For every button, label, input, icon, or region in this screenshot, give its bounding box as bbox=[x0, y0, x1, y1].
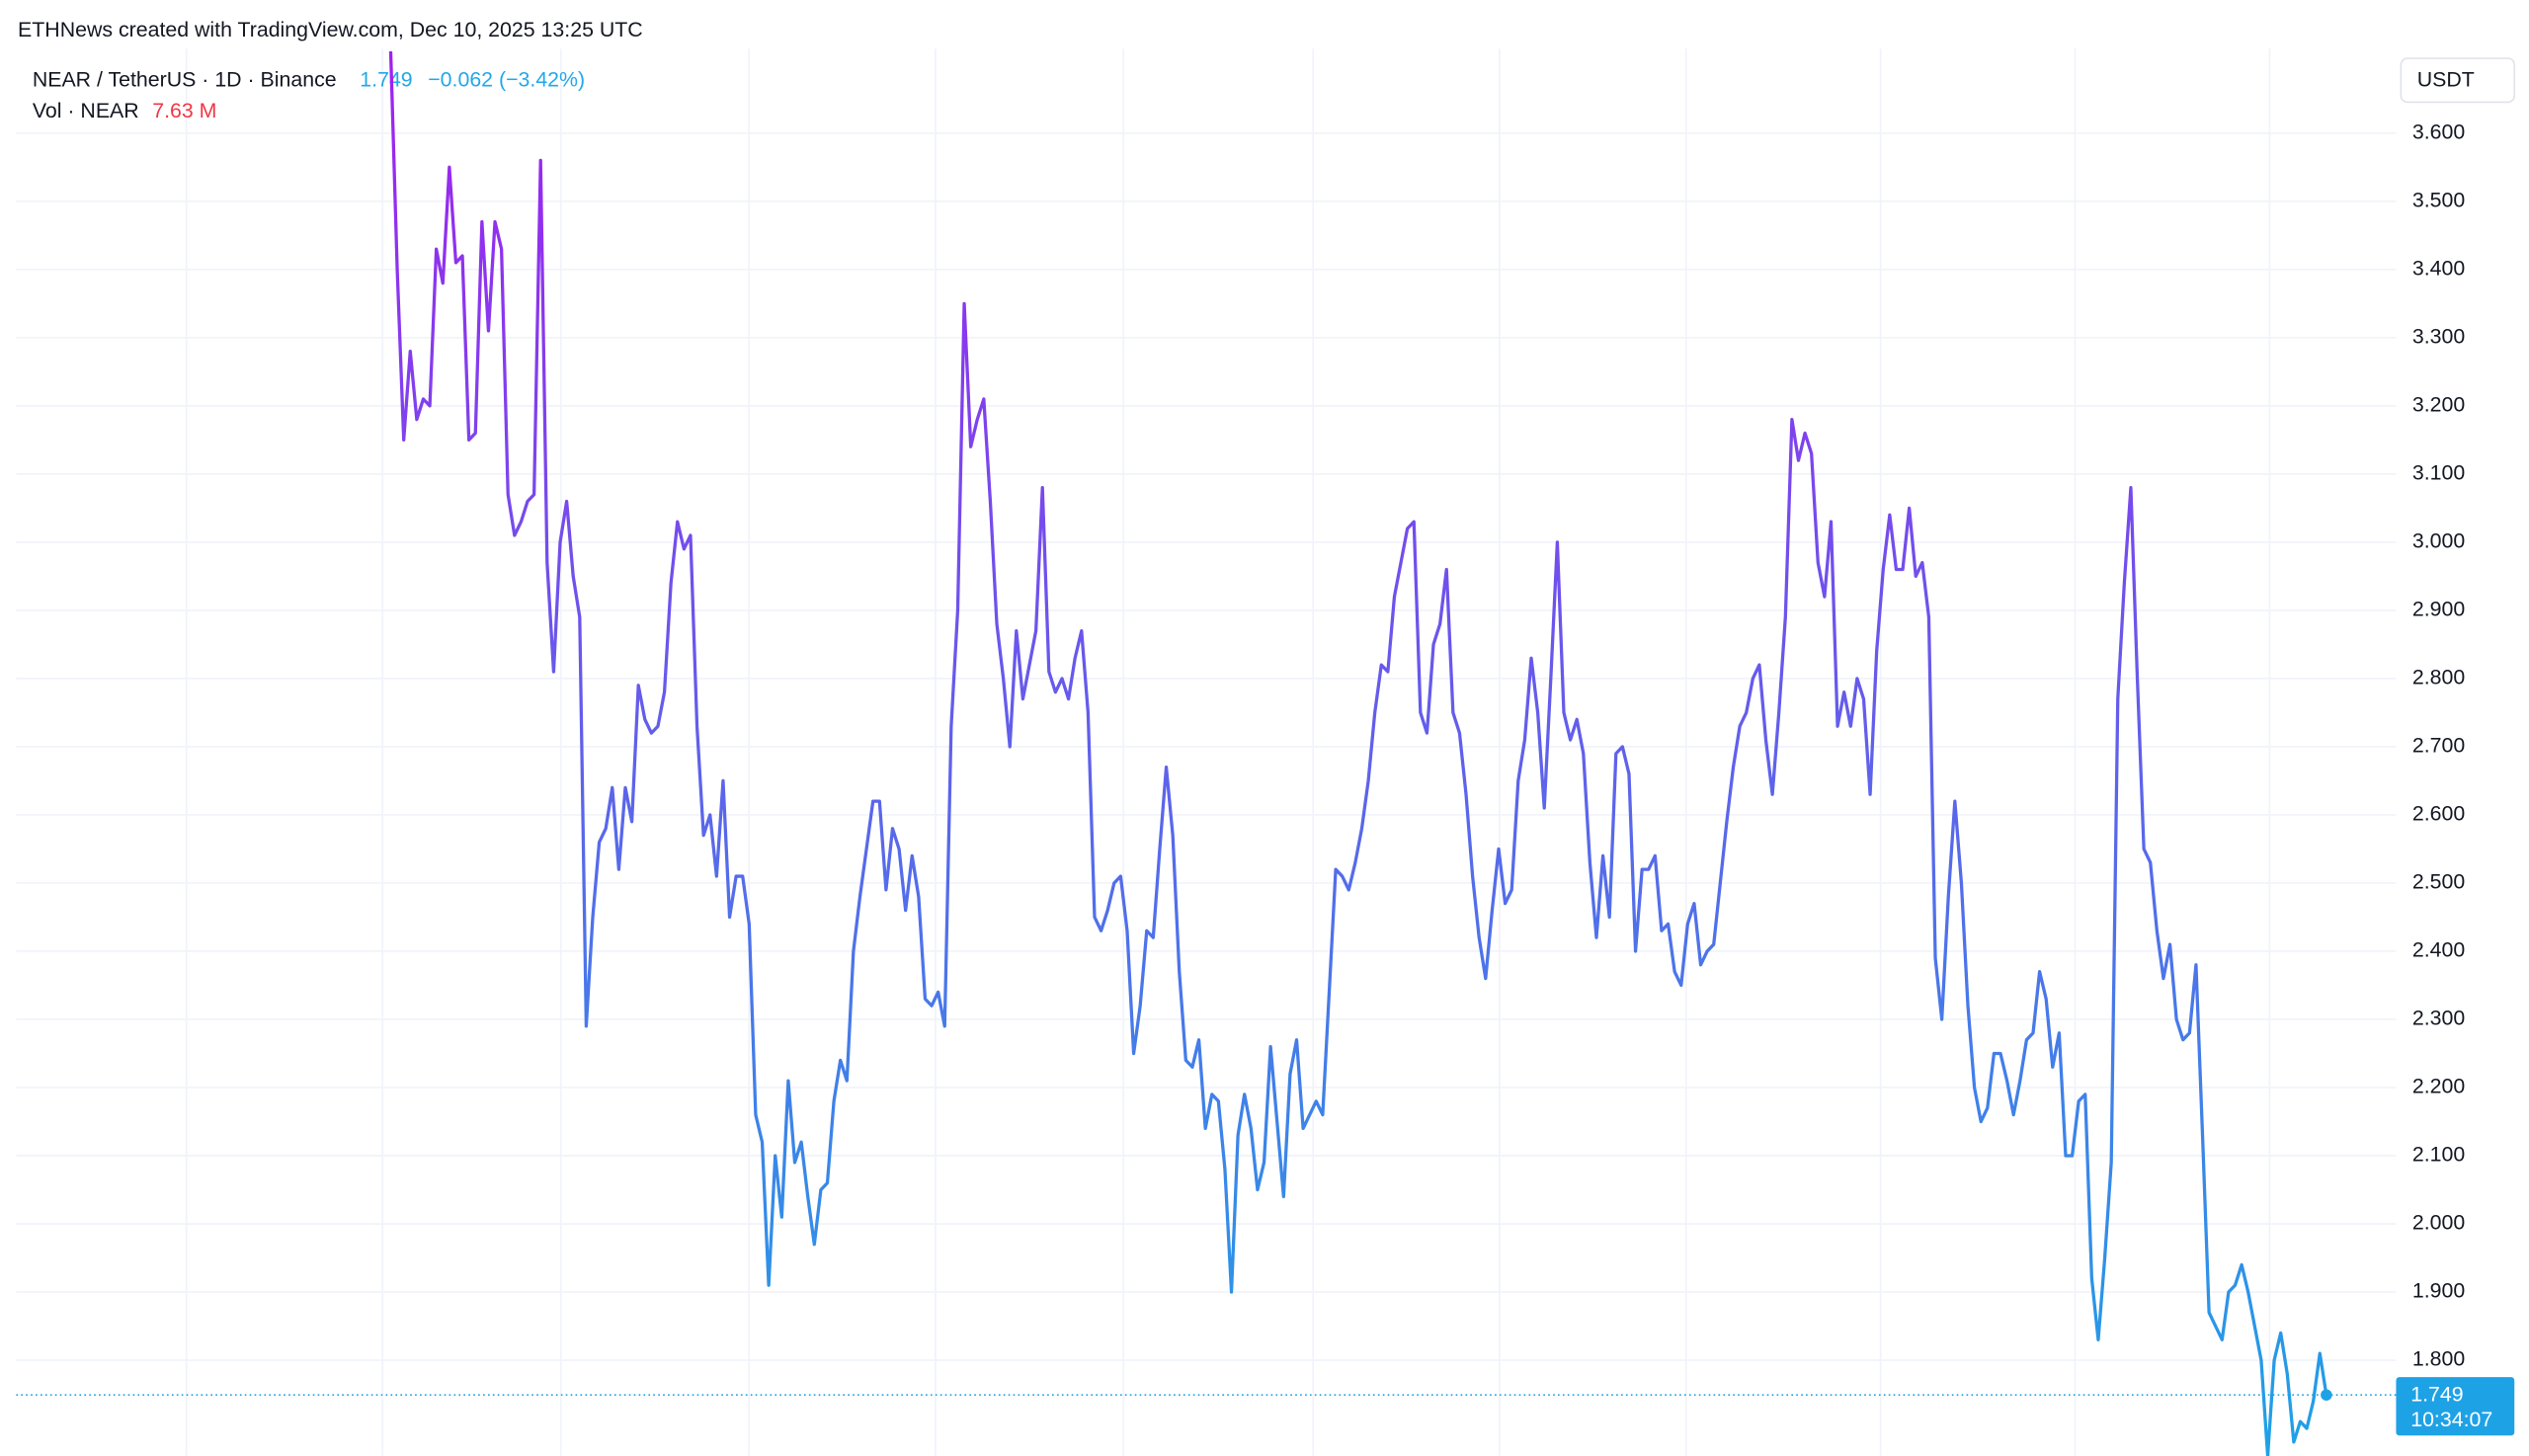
price-label: 1.749 bbox=[2410, 1383, 2463, 1407]
credit: ETHNews created with TradingView.com, De… bbox=[18, 18, 643, 41]
y-tick-label: 2.000 bbox=[2412, 1211, 2466, 1235]
y-tick-label: 2.400 bbox=[2412, 938, 2466, 962]
y-tick-label: 1.900 bbox=[2412, 1279, 2466, 1303]
y-tick-label: 3.000 bbox=[2412, 529, 2466, 553]
y-tick-label: 3.200 bbox=[2412, 393, 2466, 417]
y-tick-label: 2.300 bbox=[2412, 1007, 2466, 1030]
y-tick-label: 2.500 bbox=[2412, 870, 2466, 894]
price-axis bbox=[2396, 48, 2529, 1456]
symbol-title: NEAR / TetherUS · 1D · Binance bbox=[33, 68, 337, 92]
y-tick-label: 3.600 bbox=[2412, 120, 2466, 143]
price-line bbox=[388, 50, 2328, 1456]
y-tick-label: 3.400 bbox=[2412, 256, 2466, 280]
y-tick-label: 2.100 bbox=[2412, 1143, 2466, 1167]
countdown: 10:34:07 bbox=[2410, 1408, 2492, 1431]
y-tick-label: 2.700 bbox=[2412, 734, 2466, 758]
y-tick-label: 1.800 bbox=[2412, 1347, 2466, 1371]
y-tick-label: 2.600 bbox=[2412, 802, 2466, 826]
legend-price: 1.749 bbox=[360, 68, 412, 92]
last-point bbox=[2321, 1389, 2332, 1401]
y-tick-label: 2.800 bbox=[2412, 666, 2466, 689]
y-tick-label: 3.300 bbox=[2412, 324, 2466, 348]
grid bbox=[16, 48, 2397, 1456]
currency-box[interactable] bbox=[2400, 57, 2516, 104]
y-tick-label: 3.500 bbox=[2412, 188, 2466, 211]
y-tick-label: 2.900 bbox=[2412, 598, 2466, 621]
currency[interactable]: USDT bbox=[2417, 68, 2475, 92]
volume-value: 7.63 M bbox=[152, 99, 216, 122]
price-label-box bbox=[2396, 1377, 2515, 1436]
legend-change: −0.062 (−3.42%) bbox=[428, 68, 585, 92]
y-tick-label: 2.200 bbox=[2412, 1075, 2466, 1098]
volume-label: Vol · NEAR bbox=[33, 99, 139, 122]
y-tick-label: 3.100 bbox=[2412, 461, 2466, 485]
